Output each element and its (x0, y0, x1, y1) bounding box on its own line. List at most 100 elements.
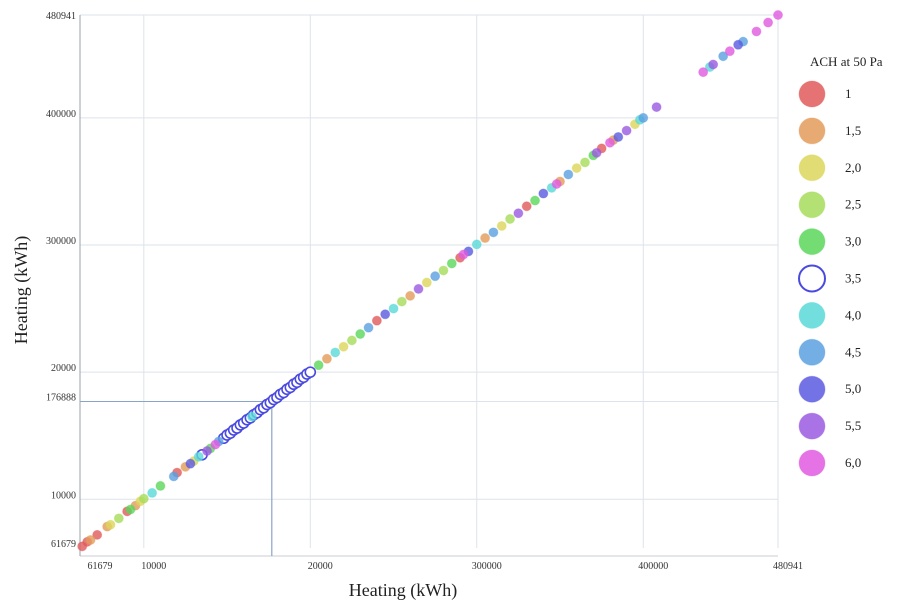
data-point (480, 233, 491, 244)
legend-label: 4,0 (845, 307, 861, 322)
data-point (471, 239, 482, 250)
legend-swatch (798, 338, 826, 366)
legend-swatch (798, 264, 826, 293)
legend-label: 5,5 (845, 418, 861, 433)
data-point (321, 353, 332, 364)
data-point (355, 329, 366, 340)
legend-swatch (798, 412, 826, 440)
y-tick-label: 10000 (51, 490, 76, 501)
y-tick-labels: 61679 10000 176888 20000 300000 400000 480941 (46, 11, 76, 550)
legend-swatch (798, 191, 826, 219)
data-point (247, 411, 258, 422)
legend-swatch (798, 449, 826, 477)
legend-swatch (798, 228, 826, 256)
data-point (591, 147, 602, 158)
legend-swatch (798, 117, 826, 145)
data-point (446, 258, 457, 269)
legend-label: 1,5 (845, 123, 861, 138)
highlight-guides (80, 401, 273, 556)
data-points (77, 10, 783, 552)
y-tick-label: 20000 (51, 363, 76, 374)
data-point (147, 487, 158, 498)
legend-label: 2,0 (845, 160, 861, 175)
x-tick-labels: 61679 10000 20000 300000 400000 480941 (88, 561, 804, 572)
data-point (638, 112, 649, 123)
data-point (388, 303, 399, 314)
legend-swatch (798, 301, 826, 329)
legend-label: 4,5 (845, 344, 861, 359)
data-point (168, 471, 179, 482)
y-tick-label: 400000 (46, 109, 76, 120)
data-point (571, 163, 582, 174)
y-tick-label: 176888 (46, 393, 76, 404)
data-point (413, 283, 424, 294)
data-point (405, 290, 416, 301)
data-point (763, 17, 774, 28)
data-point (488, 227, 499, 238)
data-point (773, 10, 783, 20)
legend-swatch (798, 375, 826, 403)
data-point (513, 208, 524, 219)
data-point (185, 458, 196, 469)
data-point (304, 366, 317, 378)
y-tick-label: 300000 (46, 236, 76, 247)
data-point (155, 480, 166, 491)
data-point (202, 445, 213, 456)
legend-label: 1 (845, 86, 852, 101)
x-tick-label: 300000 (472, 561, 502, 572)
data-point (604, 137, 615, 148)
y-tick-label: 480941 (46, 11, 76, 22)
data-point (613, 131, 624, 142)
data-point (113, 513, 124, 524)
legend-label: 3,5 (845, 271, 861, 286)
x-tick-label: 400000 (638, 561, 668, 572)
data-point (138, 493, 149, 504)
data-point (751, 26, 762, 37)
data-point (551, 179, 562, 190)
data-point (210, 439, 221, 450)
data-point (438, 265, 449, 276)
legend-label: 5,0 (845, 381, 861, 396)
data-point (371, 315, 382, 326)
data-point (363, 322, 374, 333)
legend-swatch (798, 80, 826, 108)
data-point (396, 296, 407, 307)
data-point (538, 188, 549, 199)
data-point (621, 125, 632, 136)
data-point (105, 519, 116, 530)
data-point (380, 309, 391, 320)
data-point (125, 504, 136, 515)
x-tick-label: 61679 (88, 561, 113, 572)
data-point (430, 271, 441, 282)
data-point (496, 220, 507, 231)
data-point (733, 39, 744, 50)
data-point (338, 341, 349, 352)
data-point (521, 201, 532, 212)
x-axis-title: Heating (kWh) (349, 580, 457, 601)
legend-label: 3,0 (845, 234, 861, 249)
x-tick-label: 480941 (773, 561, 803, 572)
data-point (85, 534, 96, 545)
data-point (698, 67, 709, 78)
data-point (708, 59, 719, 70)
data-point (346, 335, 357, 346)
y-axis-title: Heating (kWh) (11, 236, 32, 344)
data-point (651, 102, 662, 113)
data-point (330, 347, 341, 358)
data-point (724, 46, 735, 57)
x-tick-label: 20000 (308, 561, 333, 572)
data-point (92, 529, 103, 540)
data-point (193, 451, 204, 462)
data-point (421, 277, 432, 288)
data-point (458, 249, 469, 260)
data-point (563, 169, 574, 180)
axes (79, 15, 778, 557)
legend-label: 6,0 (845, 455, 861, 470)
x-tick-label: 10000 (141, 561, 166, 572)
data-point (505, 213, 516, 224)
y-tick-label: 61679 (51, 539, 76, 550)
legend-label: 2,5 (845, 197, 861, 212)
legend: ACH at 50 Pa 1 1,5 2,0 2,5 3,0 3,5 4,0 4,5 5,0 5,… (798, 54, 883, 477)
data-point (579, 157, 590, 168)
